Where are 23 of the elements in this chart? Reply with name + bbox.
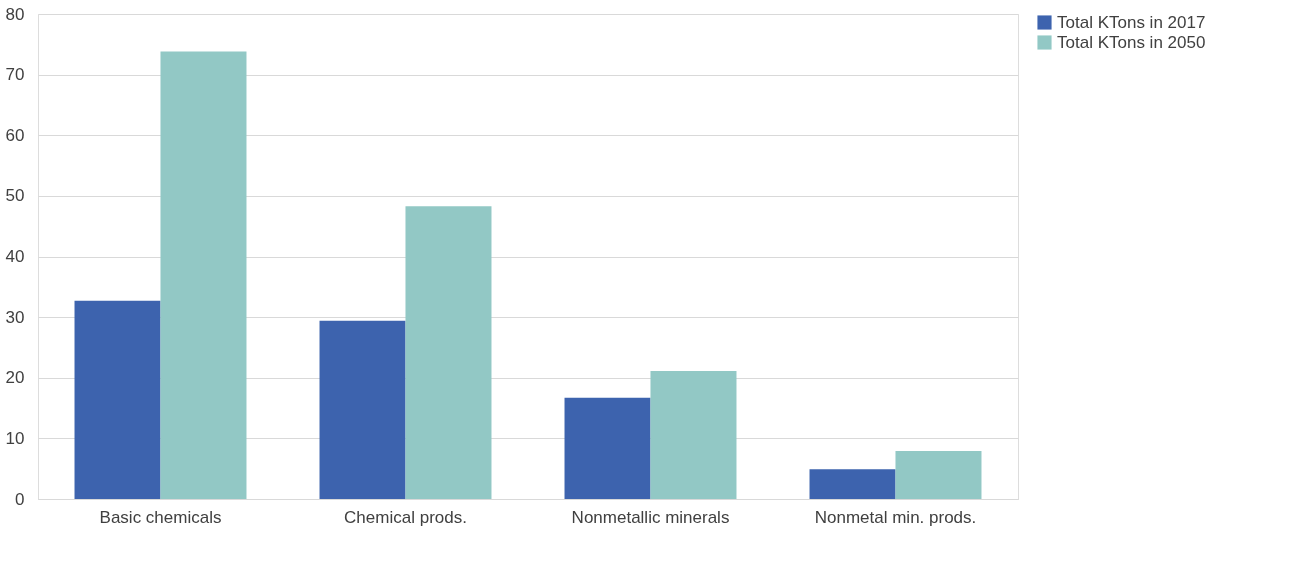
y-tick-label: 0	[15, 489, 25, 509]
y-tick-label: 60	[5, 125, 25, 145]
y-tick-label: 10	[5, 428, 25, 448]
bar	[650, 371, 737, 499]
bar	[160, 51, 247, 499]
x-tick-label: Basic chemicals	[99, 507, 222, 527]
legend-label: Total KTons in 2017	[1057, 12, 1206, 32]
bar	[74, 300, 161, 499]
bar	[319, 320, 406, 499]
legend-label: Total KTons in 2050	[1057, 32, 1206, 52]
x-tick-label: Nonmetallic minerals	[571, 507, 730, 527]
bar	[895, 451, 982, 499]
y-tick-label: 40	[5, 247, 25, 266]
bar	[809, 469, 896, 499]
y-tick-label: 70	[5, 65, 25, 85]
x-tick-label: Chemical prods.	[344, 507, 467, 527]
y-tick-label: 80	[5, 4, 25, 24]
y-tick-label: 50	[5, 186, 25, 206]
y-tick-label: 30	[5, 307, 25, 327]
y-tick-label: 20	[5, 368, 25, 388]
x-tick-label: Nonmetal min. prods.	[814, 507, 977, 527]
bar	[564, 397, 651, 499]
bar	[405, 206, 492, 499]
